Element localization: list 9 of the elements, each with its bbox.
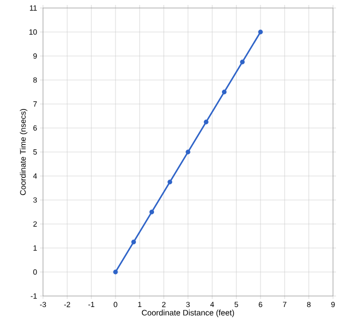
point: [204, 120, 208, 124]
point: [113, 270, 118, 274]
point: [186, 150, 190, 154]
point: [149, 210, 154, 214]
point: [222, 90, 227, 94]
point: [131, 240, 136, 244]
point: [258, 30, 263, 34]
point: [168, 180, 172, 184]
point: [240, 60, 245, 64]
